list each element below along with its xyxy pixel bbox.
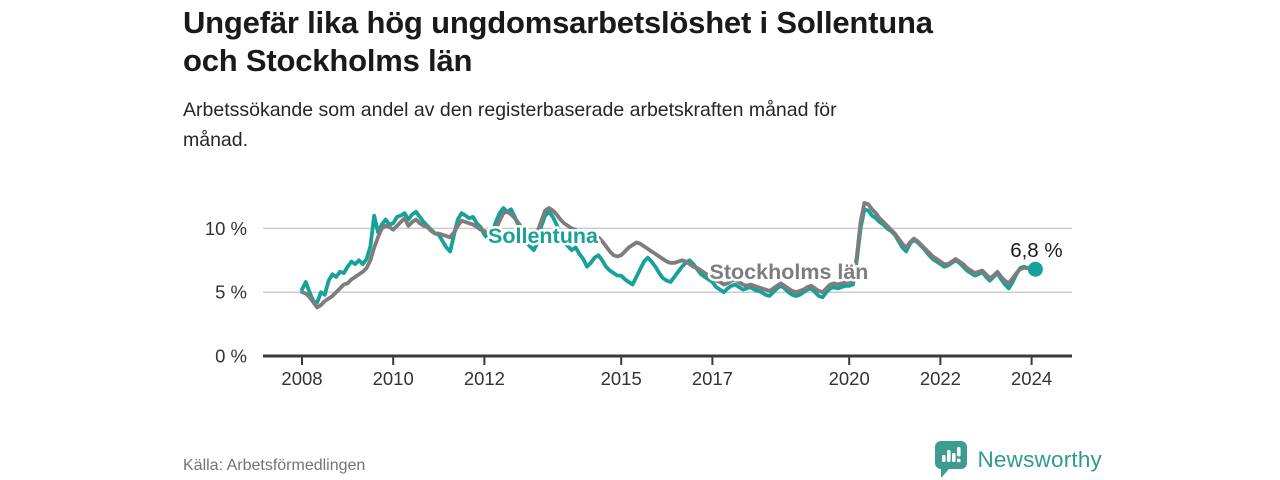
- bar-medium: [952, 453, 957, 462]
- x-tick-label-2010: 2010: [373, 368, 414, 389]
- title-line-1: Ungefär lika hög ungdomsarbetslöshet i S…: [183, 5, 933, 40]
- bar-tall: [947, 450, 952, 462]
- series-label-stockholms-lan: Stockholms län: [710, 260, 869, 284]
- title-line-2: och Stockholms län: [183, 43, 473, 78]
- series-line-stockholms-lan: [300, 201, 1038, 310]
- chart-bubble-icon: [935, 441, 968, 478]
- x-tick-label-2022: 2022: [920, 368, 961, 389]
- series-label-sollentuna: Sollentuna: [488, 224, 599, 248]
- x-tick-label-2017: 2017: [692, 368, 733, 389]
- subtitle-line-2: månad.: [183, 129, 249, 151]
- y-tick-label-0: 0 %: [215, 346, 247, 367]
- y-tick-label-10: 10 %: [205, 218, 247, 239]
- y-tick-label-5: 5 %: [215, 282, 247, 303]
- exclamation-dot: [957, 458, 962, 463]
- source-text: Källa: Arbetsförmedlingen: [183, 457, 366, 474]
- exclamation-bar: [957, 447, 962, 457]
- end-value-label: 6,8 %: [1010, 239, 1062, 262]
- x-tick-label-2012: 2012: [464, 368, 505, 389]
- page-title: Ungefär lika hög ungdomsarbetslöshet i S…: [183, 4, 933, 80]
- bar-short: [942, 455, 947, 462]
- subtitle-line-1: Arbetssökande som andel av den registerb…: [183, 99, 837, 121]
- x-tick-label-2008: 2008: [281, 368, 322, 389]
- x-tick-label-2020: 2020: [829, 368, 870, 389]
- x-tick-label-2024: 2024: [1011, 368, 1052, 389]
- chart-subtitle: Arbetssökande som andel av den registerb…: [183, 95, 837, 155]
- newsworthy-wordmark: Newsworthy: [977, 446, 1102, 472]
- end-point-dot: [1027, 261, 1043, 277]
- newsworthy-logo[interactable]: Newsworthy: [935, 441, 1102, 478]
- speech-bubble-shape: [935, 441, 968, 478]
- x-tick-label-2015: 2015: [601, 368, 642, 389]
